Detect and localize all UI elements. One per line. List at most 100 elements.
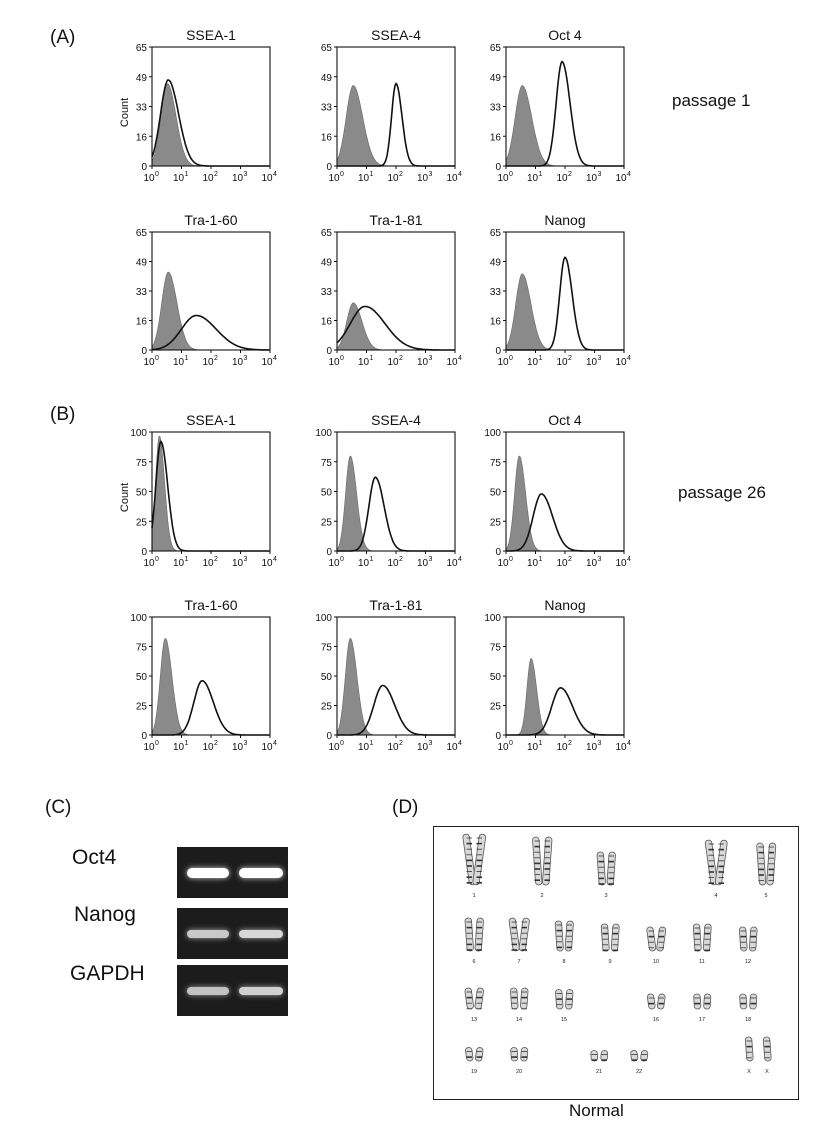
x-tick-label: 10: [328, 173, 340, 184]
y-tick-label: 65: [321, 43, 333, 54]
y-tick-label: 0: [141, 547, 147, 558]
x-tick-label: 10: [261, 558, 273, 569]
chromosome-16: [646, 993, 666, 1010]
histogram-title: Tra-1-81: [369, 597, 423, 613]
chromosome-7: [508, 917, 530, 952]
x-tick-exponent: 1: [185, 556, 189, 563]
y-tick-label: 49: [321, 258, 333, 269]
x-tick-label: 10: [328, 357, 340, 368]
x-tick-exponent: 0: [155, 740, 159, 747]
chromosome-label: 2: [540, 893, 543, 899]
x-tick-exponent: 0: [155, 355, 159, 362]
isotype-histogram: [151, 271, 270, 351]
chromosome-label: 1: [472, 893, 475, 899]
x-tick-label: 10: [387, 558, 399, 569]
gel-label-gapdh: GAPDH: [70, 962, 145, 985]
x-tick-label: 10: [143, 558, 155, 569]
y-tick-label: 16: [136, 317, 148, 328]
x-tick-exponent: 1: [370, 355, 374, 362]
isotype-histogram: [151, 83, 270, 167]
x-tick-label: 10: [417, 173, 429, 184]
y-tick-label: 0: [326, 547, 332, 558]
x-tick-exponent: 3: [244, 740, 248, 747]
chromosome-label: 6: [472, 959, 475, 965]
x-tick-label: 10: [497, 173, 509, 184]
x-tick-label: 10: [556, 173, 568, 184]
histogram-title: Nanog: [544, 212, 586, 228]
histogram-title: Tra-1-60: [184, 212, 238, 228]
y-tick-label: 33: [490, 103, 502, 114]
histogram-title: Tra-1-81: [369, 212, 423, 228]
histogram-title: Nanog: [544, 597, 586, 613]
y-tick-label: 33: [136, 287, 148, 298]
y-tick-label: 16: [136, 132, 148, 143]
x-tick-label: 10: [328, 558, 340, 569]
x-tick-exponent: 3: [598, 556, 602, 563]
x-tick-exponent: 0: [509, 740, 513, 747]
x-tick-exponent: 4: [627, 740, 631, 747]
chromosome-label: 20: [516, 1069, 522, 1075]
x-tick-exponent: 2: [399, 355, 403, 362]
chromosome-17: [693, 993, 712, 1010]
x-tick-label: 10: [417, 742, 429, 753]
chromosome-11: [692, 923, 712, 952]
x-tick-exponent: 4: [627, 556, 631, 563]
chromosome-12: [738, 926, 758, 952]
x-tick-label: 10: [261, 173, 273, 184]
x-tick-exponent: 3: [598, 171, 602, 178]
chromosome-x: [762, 1036, 772, 1062]
x-tick-label: 10: [232, 742, 244, 753]
histogram-title: Oct 4: [548, 27, 582, 43]
x-tick-label: 10: [358, 357, 370, 368]
x-tick-exponent: 3: [598, 740, 602, 747]
x-tick-exponent: 3: [244, 171, 248, 178]
y-tick-label: 50: [136, 672, 148, 683]
x-tick-exponent: 4: [273, 740, 277, 747]
x-tick-exponent: 2: [214, 355, 218, 362]
histogram-title: SSEA-4: [371, 412, 421, 428]
chromosome-22: [630, 1050, 649, 1062]
x-tick-label: 10: [497, 558, 509, 569]
y-tick-label: 100: [315, 428, 332, 439]
x-tick-label: 10: [615, 742, 627, 753]
x-tick-exponent: 1: [539, 171, 543, 178]
y-tick-label: 0: [326, 731, 332, 742]
chromosome-label: 15: [561, 1017, 567, 1023]
x-tick-exponent: 2: [568, 355, 572, 362]
x-tick-exponent: 4: [627, 355, 631, 362]
chromosome-label: 10: [653, 959, 659, 965]
x-tick-label: 10: [358, 173, 370, 184]
x-tick-label: 10: [143, 173, 155, 184]
gel-band: [187, 930, 229, 938]
x-tick-exponent: 4: [273, 556, 277, 563]
chromosome-15: [555, 989, 574, 1010]
isotype-histogram: [505, 85, 624, 167]
x-tick-exponent: 2: [399, 556, 403, 563]
x-tick-label: 10: [261, 357, 273, 368]
x-tick-label: 10: [586, 742, 598, 753]
x-tick-label: 10: [232, 173, 244, 184]
x-tick-label: 10: [556, 357, 568, 368]
y-tick-label: 0: [141, 346, 147, 357]
x-tick-label: 10: [615, 173, 627, 184]
x-tick-label: 10: [615, 558, 627, 569]
x-tick-exponent: 3: [244, 355, 248, 362]
y-tick-label: 25: [490, 702, 502, 713]
x-tick-label: 10: [328, 742, 340, 753]
passage-label-a: passage 1: [672, 91, 751, 110]
y-tick-label: 49: [321, 73, 333, 84]
x-tick-exponent: 2: [214, 556, 218, 563]
y-tick-label: 33: [321, 287, 333, 298]
chromosome-label: 4: [714, 893, 717, 899]
x-tick-label: 10: [387, 173, 399, 184]
chromosome-label: 18: [745, 1017, 751, 1023]
x-tick-label: 10: [202, 173, 214, 184]
y-tick-label: 100: [484, 428, 501, 439]
chromosome-x: [744, 1036, 754, 1062]
x-tick-exponent: 0: [340, 740, 344, 747]
x-tick-exponent: 0: [509, 355, 513, 362]
gel-panel-oct4: [177, 847, 288, 898]
